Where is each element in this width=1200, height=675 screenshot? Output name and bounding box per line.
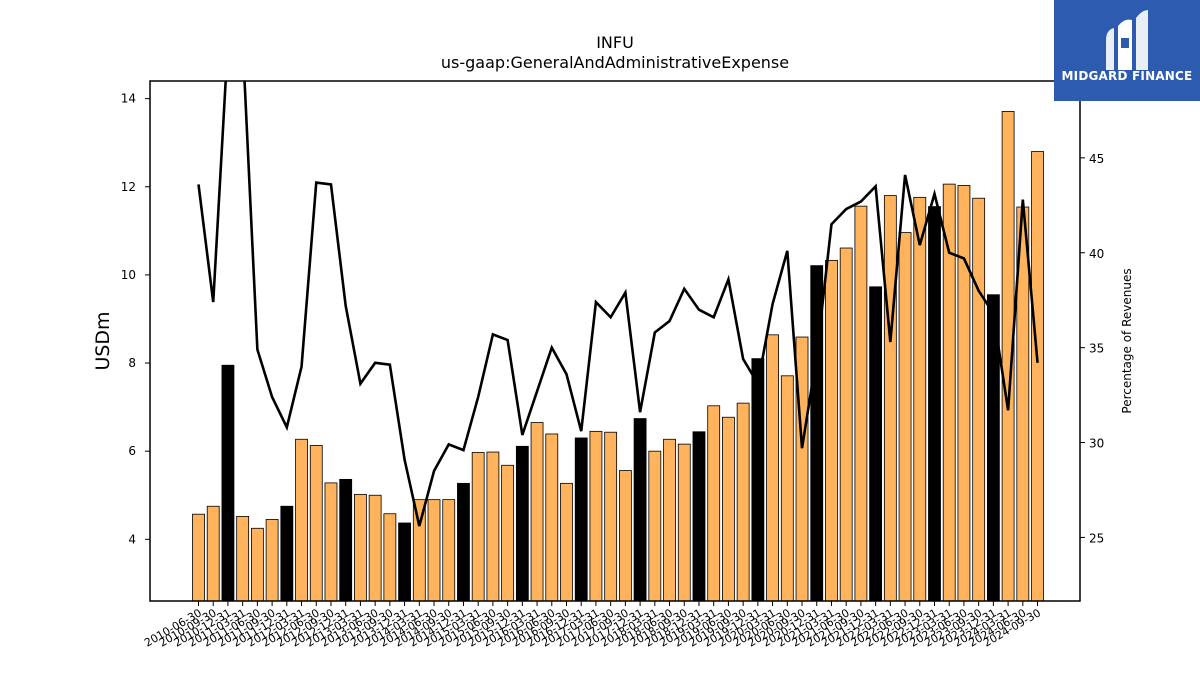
bar-quarter	[648, 450, 662, 602]
bar-quarter	[354, 493, 367, 602]
y-axis-label: USDm	[92, 311, 114, 370]
brand-logo: MIDGARD FINANCE	[1054, 0, 1200, 101]
bar-quarter	[545, 433, 559, 602]
bar-quarter	[427, 499, 441, 602]
bar-annual	[869, 286, 883, 602]
bar-quarter	[486, 451, 500, 602]
bar-quarter	[560, 482, 573, 602]
bar-quarter	[192, 513, 205, 602]
bar-quarter	[839, 247, 853, 602]
bar-quarter	[942, 183, 956, 602]
bar-quarter	[501, 464, 515, 602]
bar-quarter	[663, 438, 676, 602]
bar-quarter	[309, 445, 323, 602]
bar-quarter	[589, 430, 603, 602]
bar-quarter	[383, 513, 397, 602]
bar-quarter	[206, 505, 220, 602]
y-axis-ticks: 4 6 8 10 12 14	[121, 92, 150, 546]
bar-quarter	[471, 452, 485, 602]
y2-tick-label: 25	[1089, 531, 1104, 545]
bar-annual	[457, 482, 470, 602]
y-tick-label: 6	[128, 444, 136, 458]
y2-tick-label: 35	[1089, 342, 1104, 356]
bar-annual	[280, 505, 294, 602]
bar-quarter	[957, 185, 971, 602]
bar-quarter	[295, 438, 308, 602]
y-tick-label: 8	[128, 356, 136, 370]
bar-annual	[515, 445, 529, 602]
plot-frame	[149, 80, 1081, 602]
bar-annual	[339, 478, 353, 602]
bar-quarter	[324, 482, 338, 602]
chart-subtitle: us-gaap:GeneralAndAdministrativeExpense	[441, 53, 789, 72]
y-tick-label: 14	[121, 92, 136, 106]
bar-annual	[692, 431, 706, 602]
bar-quarter	[736, 402, 750, 602]
bar-quarter	[368, 494, 382, 602]
bar-quarter	[1031, 151, 1044, 602]
y-tick-label: 4	[128, 532, 136, 546]
bar-quarter	[854, 205, 868, 602]
percentage-line	[197, 81, 1039, 527]
y2-tick-label: 40	[1089, 247, 1104, 261]
bar-annual	[398, 522, 411, 602]
y2-axis-ticks: 25 30 35 40 45	[1080, 152, 1104, 545]
bar-quarter	[250, 527, 264, 602]
bar-quarter	[530, 422, 544, 602]
bar-quarter	[898, 232, 912, 602]
bar-quarter	[265, 519, 279, 602]
bar-quarter	[604, 431, 618, 602]
y-tick-label: 10	[121, 268, 136, 282]
bar-quarter	[677, 443, 691, 602]
bar-annual	[574, 437, 588, 602]
brand-name: MIDGARD FINANCE	[1061, 69, 1193, 83]
y2-axis-label: Percentage of Revenues	[1120, 268, 1134, 413]
bar-quarter	[913, 196, 927, 602]
bar-annual	[221, 364, 235, 602]
x-axis-ticks: 2010-06-302010-09-302010-12-312011-03-31…	[142, 601, 1043, 650]
bar-quarter	[780, 375, 794, 602]
bar-quarter	[722, 416, 735, 602]
chart-title: INFU	[596, 33, 634, 52]
y2-tick-label: 45	[1089, 152, 1104, 166]
midgard-logo-icon	[1106, 10, 1148, 70]
bar-quarter	[707, 405, 721, 602]
y2-tick-label: 30	[1089, 437, 1104, 451]
bar-quarter	[972, 197, 986, 602]
bar-annual	[751, 358, 765, 602]
bar-quarter	[618, 470, 632, 602]
bar-quarter	[825, 259, 838, 602]
bar-annual	[633, 418, 647, 602]
bar-quarter	[236, 515, 250, 602]
bar-quarter	[766, 334, 779, 602]
y-tick-label: 12	[121, 180, 136, 194]
bar-quarter	[442, 499, 456, 602]
bar-quarter	[883, 195, 897, 602]
bar-annual	[928, 206, 941, 602]
bar-series	[192, 111, 1044, 602]
